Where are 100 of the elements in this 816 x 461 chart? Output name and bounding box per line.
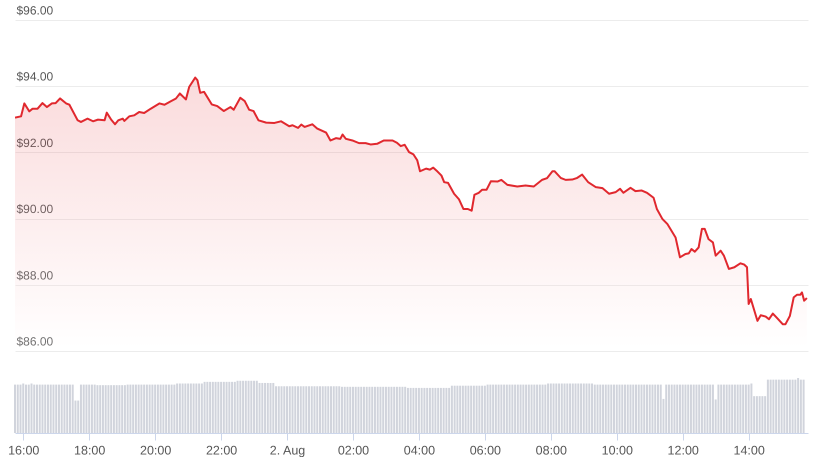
bar: [374, 386, 376, 433]
bar: [569, 384, 572, 433]
bar: [566, 384, 568, 433]
bar: [398, 386, 401, 433]
bar: [270, 382, 272, 433]
bar: [550, 384, 552, 433]
bar: [462, 386, 464, 433]
bar: [214, 382, 217, 433]
bar: [665, 384, 668, 433]
bar: [574, 384, 577, 433]
x-tick-label: 04:00: [404, 444, 436, 458]
bar: [19, 384, 22, 433]
bar: [319, 386, 321, 433]
bar: [261, 382, 264, 433]
bar: [156, 384, 159, 433]
bar: [682, 384, 684, 433]
bar: [154, 384, 156, 433]
bar: [28, 384, 30, 433]
bar: [200, 384, 203, 433]
bar: [332, 386, 335, 433]
x-tick-label: 20:00: [140, 444, 172, 458]
bar: [442, 388, 445, 433]
bar: [678, 384, 681, 433]
bar: [68, 384, 71, 433]
bar: [376, 386, 379, 433]
bar: [560, 384, 563, 433]
bar: [700, 384, 703, 433]
bar: [582, 384, 585, 433]
bar: [467, 386, 470, 433]
bar: [176, 384, 178, 433]
bar: [132, 384, 134, 433]
bar: [720, 384, 722, 433]
bar: [308, 386, 310, 433]
bar: [283, 386, 286, 433]
bar: [552, 384, 555, 433]
bar: [239, 380, 242, 433]
bar: [640, 384, 642, 433]
bar: [327, 386, 330, 433]
bar: [60, 384, 63, 433]
bar: [148, 384, 151, 433]
bar: [450, 386, 453, 433]
bar: [126, 384, 129, 433]
bar: [352, 386, 354, 433]
bar: [360, 386, 362, 433]
bar: [88, 384, 90, 433]
bar: [654, 384, 656, 433]
bar: [704, 384, 706, 433]
bar: [222, 382, 225, 433]
bar: [456, 386, 458, 433]
x-tick-label: 10:00: [602, 444, 633, 458]
bar: [602, 384, 604, 433]
bar: [16, 384, 19, 433]
bar: [253, 380, 256, 433]
bar: [404, 386, 406, 433]
x-tick-label: 2. Aug: [270, 444, 306, 458]
bar: [344, 386, 346, 433]
bar: [366, 386, 368, 433]
bar: [82, 384, 85, 433]
bar: [22, 384, 24, 433]
bar: [248, 380, 250, 433]
bar: [489, 384, 492, 433]
bar: [591, 384, 594, 433]
bar: [335, 386, 338, 433]
bar: [577, 384, 580, 433]
bar: [555, 384, 558, 433]
bar: [739, 384, 742, 433]
bar: [354, 386, 357, 433]
bar: [228, 382, 230, 433]
bar: [742, 384, 744, 433]
bar: [478, 386, 480, 433]
bar: [292, 386, 294, 433]
bar: [195, 384, 198, 433]
bar: [349, 386, 352, 433]
bar: [802, 380, 805, 433]
bar: [198, 384, 200, 433]
bar: [440, 388, 442, 433]
bar: [706, 384, 708, 433]
bar: [124, 385, 126, 433]
bar: [780, 380, 783, 433]
bar: [673, 384, 676, 433]
bar: [338, 386, 340, 433]
bar: [610, 384, 612, 433]
y-tick-label: $86.00: [16, 334, 54, 348]
bar: [786, 380, 788, 433]
bar: [464, 386, 467, 433]
bar: [418, 388, 420, 433]
bar: [712, 384, 714, 433]
bar: [544, 384, 546, 433]
bar: [656, 384, 659, 433]
bar: [692, 384, 695, 433]
bar: [621, 384, 624, 433]
x-tick-label: 16:00: [8, 444, 40, 458]
x-tick-label: 06:00: [470, 444, 502, 458]
bar: [503, 384, 506, 433]
x-tick-label: 14:00: [734, 444, 765, 458]
bar: [393, 386, 396, 433]
bar: [314, 386, 316, 433]
bar: [528, 384, 530, 433]
bar: [80, 384, 82, 433]
bar: [668, 384, 670, 433]
